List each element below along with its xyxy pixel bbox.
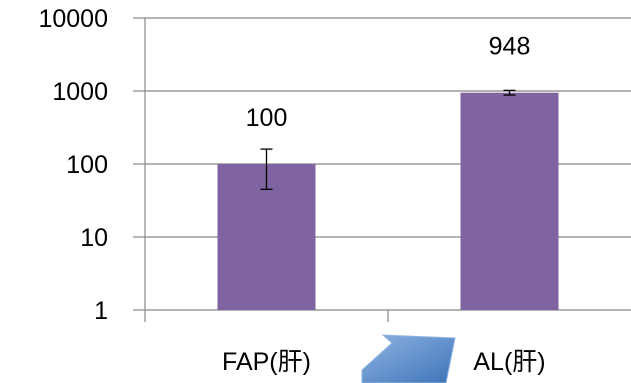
bar bbox=[460, 92, 559, 310]
y-tick-label: 1000 bbox=[52, 78, 108, 106]
y-tick-label: 10000 bbox=[38, 5, 108, 33]
data-label: 100 bbox=[246, 104, 288, 132]
axes bbox=[133, 17, 389, 322]
error-bars bbox=[260, 89, 516, 190]
labels: 1 10 100 1000 10000 100 FAP(肝) 948 AL(肝) bbox=[38, 5, 545, 376]
y-tick-label: 1 bbox=[94, 297, 108, 325]
data-label: 948 bbox=[489, 33, 531, 61]
y-tick-label: 10 bbox=[80, 224, 108, 252]
decorations bbox=[361, 334, 456, 383]
x-category-label: FAP(肝) bbox=[222, 348, 311, 376]
y-tick-label: 100 bbox=[66, 151, 108, 179]
arrow-icon bbox=[361, 334, 456, 383]
x-category-label: AL(肝) bbox=[473, 348, 545, 376]
